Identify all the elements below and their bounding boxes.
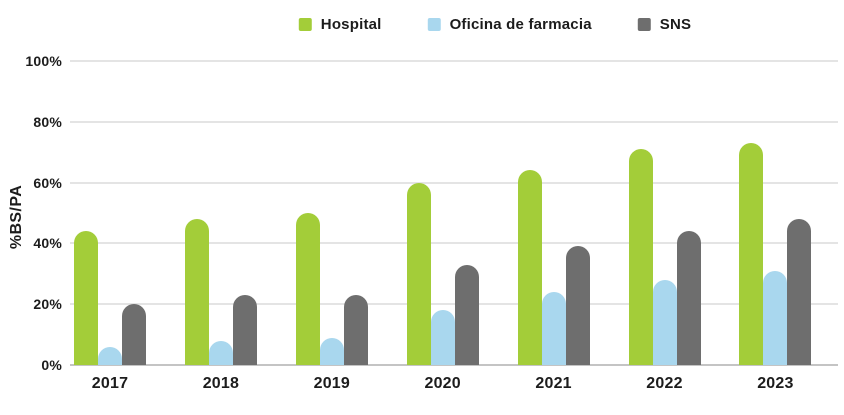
legend-label: SNS [659,16,692,33]
plot-area: 2017 2018 2019 2020 2021 2022 2023 [70,60,838,392]
bar-group-2017: 2017 [74,61,146,392]
bar-group-2019: 2019 [295,61,368,392]
bar-sns-2019 [343,295,368,365]
bar-oficina-de-farmacia-2021 [541,292,566,365]
bar-group-2022: 2022 [628,61,701,392]
legend-item-hospital: Hospital [298,16,382,33]
y-axis-tick-label: 80% [33,113,62,130]
bar-hospital-2017 [74,231,98,365]
bar-oficina-de-farmacia-2018 [208,340,233,365]
bar-sns-2017 [122,304,146,365]
legend-swatch-sns [637,18,651,31]
legend-label: Hospital [320,16,382,33]
bar-group-2020: 2020 [406,61,479,392]
bar-oficina-de-farmacia-2020 [430,310,455,365]
bar-oficina-de-farmacia-2023 [763,270,788,365]
gridline [70,60,838,62]
y-axis-tick-label: 100% [25,53,62,69]
x-axis-baseline [70,364,838,366]
bar-hospital-2020 [406,182,431,365]
x-axis-label-2021: 2021 [535,375,572,392]
bar-oficina-de-farmacia-2019 [319,337,344,365]
bar-sns-2023 [787,219,812,365]
bar-group-2018: 2018 [184,61,257,392]
bar-hospital-2018 [184,219,209,365]
bar-hospital-2019 [295,213,320,365]
legend-item-oficina-de-farmacia: Oficina de farmacia [427,16,592,33]
bar-hospital-2021 [517,170,542,365]
gridline [70,242,838,245]
gridline [70,303,838,306]
legend-label: Oficina de farmacia [449,16,592,33]
bar-sns-2021 [565,246,590,365]
x-axis-label-2020: 2020 [424,375,461,392]
legend: Hospital Oficina de farmacia SNS [298,16,692,33]
bar-hospital-2023 [739,143,764,365]
bar-hospital-2022 [628,149,653,365]
x-axis-label-2018: 2018 [202,375,240,392]
y-axis-ticks: 0% 20% 40% 60% 80% 100% [0,54,62,372]
y-axis-tick-label: 0% [41,357,62,373]
gridline [70,181,838,184]
x-axis-label-2017: 2017 [91,375,129,392]
bar-group-2023: 2023 [739,61,812,392]
y-axis-tick-label: 60% [33,174,62,191]
x-axis-label-2019: 2019 [313,375,350,392]
gridline [70,120,838,123]
bar-oficina-de-farmacia-2022 [652,279,677,365]
x-axis-label-2023: 2023 [757,375,794,392]
y-axis-tick-label: 40% [33,235,62,252]
x-axis-label-2022: 2022 [646,375,683,392]
bar-oficina-de-farmacia-2017 [98,346,122,365]
bar-sns-2018 [232,295,257,365]
bar-sns-2022 [676,231,701,365]
y-axis-tick-label: 20% [33,296,62,313]
bar-sns-2020 [454,264,479,365]
legend-swatch-hospital [298,18,312,31]
legend-item-sns: SNS [637,16,692,33]
bar-group-2021: 2021 [517,61,590,392]
legend-swatch-oficina-de-farmacia [427,18,441,31]
